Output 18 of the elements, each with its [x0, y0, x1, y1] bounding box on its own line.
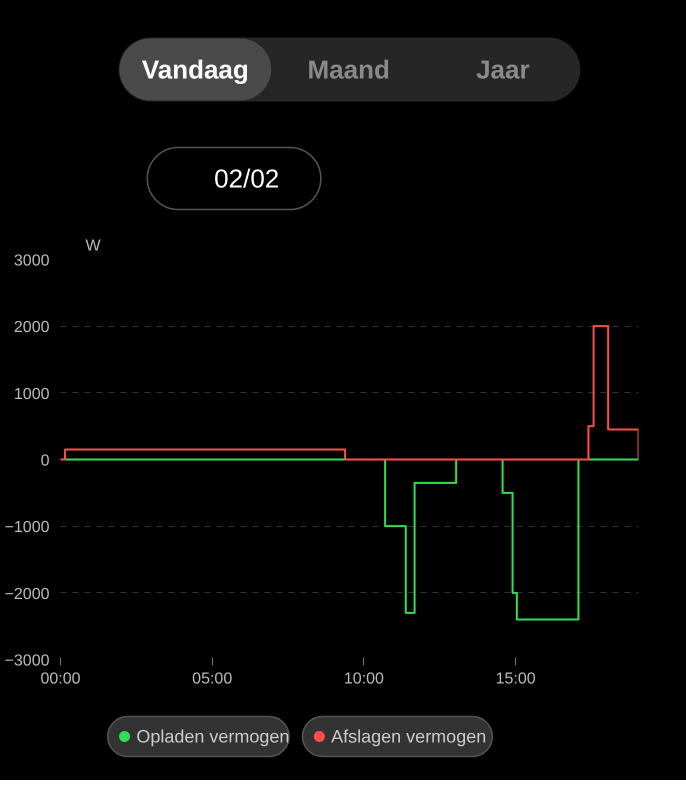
y-tick-label: 3000	[14, 252, 50, 270]
x-tick-label: 10:00	[344, 670, 384, 688]
y-axis-title: W	[86, 238, 102, 254]
y-tick-label: 2000	[14, 319, 50, 336]
y-tick-label: −3000	[4, 652, 50, 670]
y-tick-label: −1000	[4, 519, 50, 536]
x-tick-label: 15:00	[496, 670, 536, 688]
y-tick-label: 1000	[14, 386, 50, 403]
text: 02/02	[214, 164, 280, 194]
legend-label: Afslagen vermogen	[331, 726, 486, 746]
y-tick-label: 0	[40, 452, 50, 470]
x-tick-label: 00:00	[40, 670, 81, 688]
text: Vandaag	[142, 54, 249, 84]
legend-label: Opladen vermogen	[136, 726, 290, 746]
y-tick-label: −2000	[4, 586, 50, 603]
x-tick-label: 05:00	[192, 670, 232, 688]
text: Jaar	[476, 54, 530, 84]
text: Maand	[307, 54, 390, 84]
